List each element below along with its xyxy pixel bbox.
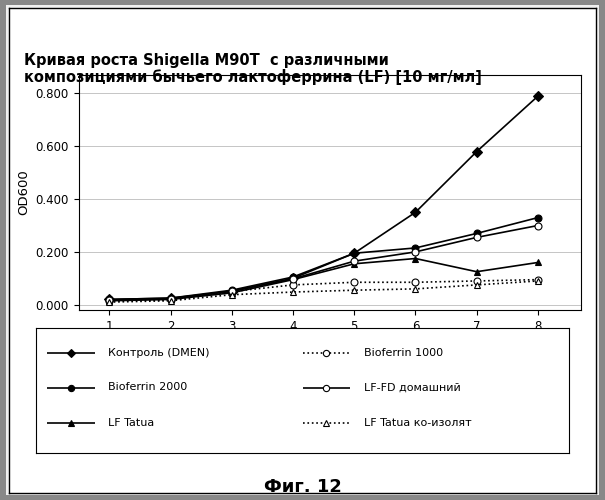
Text: Bioferrin 2000: Bioferrin 2000 [108, 382, 188, 392]
Text: композициями бычьего лактоферрина (LF) [10 мг/мл]: композициями бычьего лактоферрина (LF) [… [24, 69, 482, 85]
Y-axis label: OD600: OD600 [17, 170, 30, 216]
Text: Контроль (DMEN): Контроль (DMEN) [108, 348, 210, 358]
Text: Фиг. 12: Фиг. 12 [264, 478, 341, 496]
Text: LF Tatua ко-изолят: LF Tatua ко-изолят [364, 418, 471, 428]
X-axis label: Время (часы): Время (часы) [284, 338, 376, 351]
Text: LF-FD домашний: LF-FD домашний [364, 382, 460, 392]
Text: Кривая роста Shigella M90T  с различными: Кривая роста Shigella M90T с различными [24, 52, 389, 68]
Text: LF Tatua: LF Tatua [108, 418, 154, 428]
Text: Bioferrin 1000: Bioferrin 1000 [364, 348, 443, 358]
